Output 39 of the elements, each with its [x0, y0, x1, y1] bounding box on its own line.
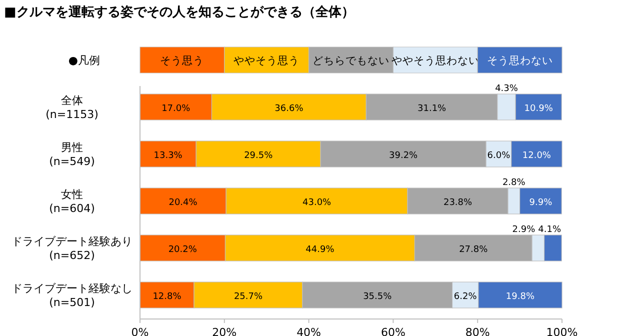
data-label: 39.2% [389, 151, 418, 161]
data-label: 20.2% [168, 245, 198, 255]
data-label: 44.9% [306, 245, 335, 255]
x-tick-label: 80% [465, 326, 490, 336]
x-tick-label: 20% [212, 326, 237, 336]
y-tick-label: ドライブデート経験なし (n=501) [12, 282, 132, 309]
data-label: 6.0% [487, 151, 511, 161]
data-label: 19.8% [506, 292, 535, 302]
x-tick-label: 100% [546, 326, 578, 336]
data-label: 27.8% [459, 245, 488, 255]
y-tick-label: 女性 (n=604) [49, 188, 95, 215]
data-label: 17.0% [162, 104, 191, 114]
data-label: 4.3% [495, 84, 518, 94]
x-tick-label: 0% [131, 326, 149, 336]
data-label: 29.5% [244, 151, 274, 161]
data-label: 36.6% [274, 104, 304, 114]
data-label: 13.3% [154, 151, 183, 161]
y-tick-label: ドライブデート経験あり (n=652) [12, 235, 132, 262]
data-label: 2.9% [512, 225, 536, 235]
data-label: 10.9% [524, 104, 554, 114]
legend: ●凡例 そう思う ややそう思う どちらでもない ややそう思わない そう思わない [68, 46, 562, 74]
data-label: 25.7% [234, 292, 263, 302]
data-label: 23.8% [443, 198, 473, 208]
chart-title: ■クルマを運転する姿でその人を知ることができる（全体） [4, 5, 354, 20]
y-tick-label: 全体 (n=1153) [46, 94, 98, 121]
legend-title: ●凡例 [68, 54, 100, 67]
x-tick-label: 40% [296, 326, 322, 336]
data-label: 43.0% [302, 198, 332, 208]
data-label: 12.8% [152, 292, 182, 302]
data-label: 31.1% [418, 104, 447, 114]
data-label: 2.8% [502, 178, 526, 188]
y-tick-label: 男性 (n=549) [49, 141, 95, 168]
data-label: 20.4% [168, 198, 198, 208]
data-label: 6.2% [454, 292, 478, 302]
data-label: 12.0% [522, 151, 552, 161]
data-label: 4.1% [538, 225, 562, 235]
data-label: 9.9% [529, 198, 553, 208]
x-tick-label: 60% [380, 326, 406, 336]
data-label: 35.5% [363, 292, 392, 302]
